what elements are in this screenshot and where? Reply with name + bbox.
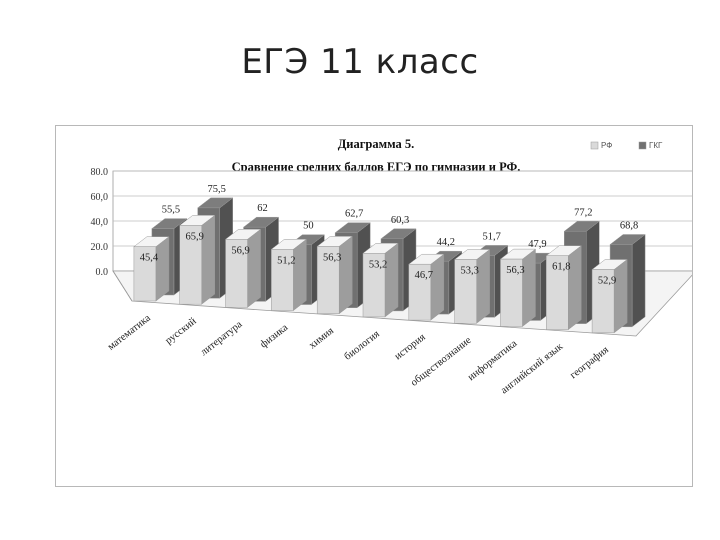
x-tick-label: химия bbox=[307, 325, 336, 351]
data-label: 65,9 bbox=[186, 231, 204, 242]
bar-side bbox=[631, 234, 646, 328]
data-label: 56,9 bbox=[231, 245, 249, 256]
data-label: 45,4 bbox=[140, 253, 159, 264]
bars bbox=[133, 197, 646, 334]
data-label: 46,7 bbox=[415, 270, 433, 281]
data-label: 60,3 bbox=[391, 215, 409, 226]
bar-rf bbox=[271, 249, 294, 311]
x-tick-label: информатика bbox=[466, 338, 520, 383]
x-tick-label: география bbox=[568, 344, 611, 381]
bar-rf bbox=[454, 259, 477, 324]
y-tick-label: 60,0 bbox=[91, 192, 109, 203]
value-labels: 55,5 45,4 75,5 65,9 62 56,9 50 51,2 62,7 56,3 60,3… bbox=[140, 184, 639, 287]
bar-side bbox=[613, 259, 628, 334]
bar-side bbox=[338, 235, 353, 315]
data-label: 51,2 bbox=[277, 255, 295, 266]
bar-side bbox=[293, 238, 307, 312]
bar-rf bbox=[179, 225, 202, 305]
data-label: 44,2 bbox=[437, 237, 455, 248]
bar-side bbox=[247, 228, 261, 308]
bar-side bbox=[201, 214, 215, 305]
bar-side bbox=[476, 249, 490, 324]
x-tick-label: физика bbox=[258, 322, 290, 350]
y-tick-label: 40,0 bbox=[91, 217, 109, 228]
bar-side bbox=[430, 253, 445, 321]
bar-side bbox=[155, 236, 170, 302]
data-label: 53,2 bbox=[369, 259, 387, 270]
x-tick-label: история bbox=[393, 332, 428, 363]
data-label: 53,3 bbox=[460, 266, 478, 277]
data-label: 52,9 bbox=[598, 276, 616, 287]
slide-title: ЕГЭ 11 класс bbox=[241, 42, 479, 82]
y-tick-label: 80.0 bbox=[91, 167, 109, 178]
data-label: 55,5 bbox=[162, 205, 180, 216]
data-label: 56,3 bbox=[506, 265, 524, 276]
data-label: 62 bbox=[257, 203, 268, 214]
bar-rf bbox=[316, 246, 340, 314]
data-label: 77,2 bbox=[574, 207, 592, 218]
data-label: 50 bbox=[303, 221, 314, 232]
data-label: 51,7 bbox=[482, 231, 500, 242]
y-tick-label: 20.0 bbox=[91, 242, 109, 253]
data-label: 62,7 bbox=[345, 209, 363, 220]
bar-rf bbox=[362, 253, 386, 318]
bar-rf bbox=[591, 269, 615, 334]
bar-rf bbox=[133, 246, 157, 302]
data-label: 75,5 bbox=[208, 184, 226, 195]
bar-rf bbox=[408, 263, 432, 321]
y-tick-label: 0.0 bbox=[96, 267, 109, 278]
bar-rf bbox=[500, 258, 523, 327]
side-edge bbox=[112, 270, 133, 302]
chart-title: Диаграмма 5. bbox=[338, 137, 415, 151]
bar-side bbox=[568, 245, 582, 331]
chart-legend: РФ ГКГ bbox=[590, 141, 663, 150]
x-tick-label: литература bbox=[199, 319, 245, 358]
data-label: 56,3 bbox=[323, 252, 341, 263]
bar-side bbox=[384, 242, 399, 318]
bar-rf bbox=[546, 255, 569, 330]
x-tick-label: русский bbox=[163, 316, 198, 347]
chart-frame: Диаграмма 5. Сравнение средних баллов ЕГ… bbox=[55, 125, 693, 487]
bar-chart: Диаграмма 5. Сравнение средних баллов ЕГ… bbox=[91, 137, 692, 396]
chart-subtitle: Сравнение средних баллов ЕГЭ по гимназии… bbox=[232, 160, 521, 174]
x-tick-label: биология bbox=[343, 329, 382, 363]
legend-label: РФ bbox=[601, 141, 612, 150]
legend-label: ГКГ bbox=[649, 141, 663, 150]
data-label: 47,9 bbox=[528, 239, 546, 250]
data-label: 68,8 bbox=[620, 221, 638, 232]
legend-swatch bbox=[590, 141, 599, 150]
legend-swatch bbox=[638, 141, 647, 150]
bar-rf bbox=[225, 239, 248, 308]
data-label: 61,8 bbox=[552, 262, 570, 273]
x-tick-label: математика bbox=[106, 312, 153, 352]
bar-side bbox=[522, 248, 536, 327]
